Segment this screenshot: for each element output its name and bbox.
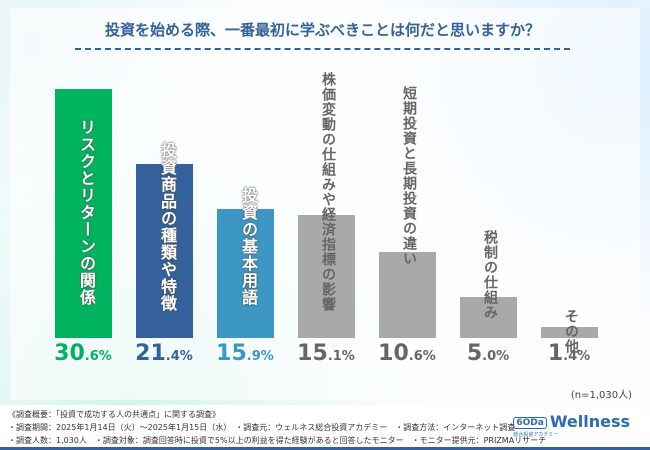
wellness-logo: 6ODa Wellness 総合投資アカデミー <box>513 412 630 438</box>
footer-line: ・調査人数：1,030人 ・調査対象：調査回答時に投資で5%以上の利益を得た経験… <box>8 436 547 445</box>
bar-value-label: 10.6% <box>378 341 436 366</box>
bar-category-label: 投資商品の種類や特徴 <box>158 141 177 312</box>
logo-sub: 総合投資アカデミー <box>513 432 559 438</box>
bar-category-label: 株価変動の仕組みや経済指標の影響 <box>320 72 336 312</box>
bar-value-label: 15.1% <box>297 341 355 366</box>
logo-mark: 6ODa <box>513 416 547 429</box>
bar <box>136 163 193 338</box>
logo-name: Wellness <box>549 412 630 431</box>
bar-value-label: 15.9% <box>216 341 274 366</box>
bar <box>217 208 274 338</box>
bar <box>298 215 355 338</box>
bar-category-label: その他 <box>563 309 579 355</box>
bar-value-label: 21.4% <box>135 341 193 366</box>
bar <box>379 251 436 338</box>
bar-value-label: 1.4% <box>547 341 591 366</box>
bar <box>541 326 598 338</box>
bar-value-label: 30.6% <box>54 341 112 366</box>
footer-line: ・調査期間：2025年1月14日（火）～2025年1月15日（水） ・調査元：ウ… <box>8 423 516 432</box>
chart-title: 投資を始める際、一番最初に学ぶべきことは何だと思いますか？ <box>75 10 570 50</box>
bar-value-label: 5.0% <box>466 341 510 366</box>
bar-chart: リスクとリターンの関係 30.6% 投資商品の種類や特徴 21.4% 投資の基本用語 15… <box>54 72 598 366</box>
bar-category-label: 投資の基本用語 <box>239 186 258 306</box>
bar <box>460 297 517 338</box>
sample-size: (n=1,030人) <box>570 390 632 401</box>
bar-category-label: リスクとリターンの関係 <box>77 118 96 306</box>
footer-line: 《調査概要：「投資で成功する人の共通点」に関する調査》 <box>8 410 220 419</box>
bar <box>55 88 112 338</box>
bar-category-label: 税制の仕組み <box>482 230 498 321</box>
bar-category-label: 短期投資と長期投資の違い <box>401 85 417 266</box>
